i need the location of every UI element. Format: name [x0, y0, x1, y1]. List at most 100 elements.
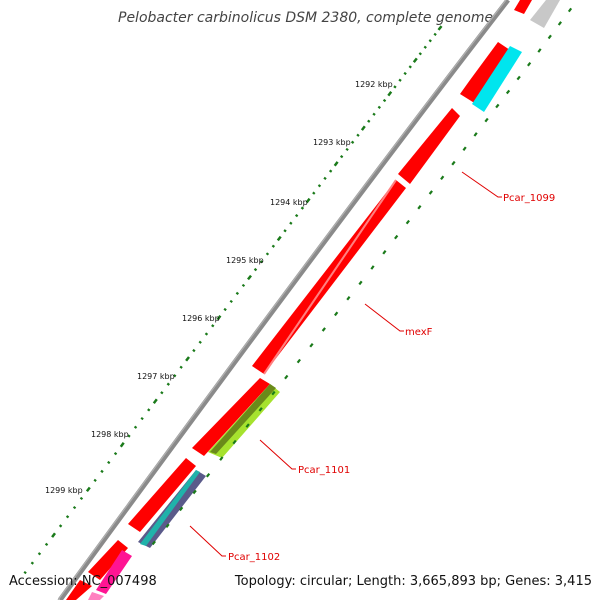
reverse-strand — [88, 0, 560, 600]
scale-tick — [398, 78, 402, 82]
scale-tick — [346, 296, 351, 301]
scale-tick — [294, 213, 299, 218]
scale-tick — [284, 374, 289, 380]
scale-tick — [300, 206, 305, 210]
scale-tick — [265, 252, 270, 256]
gene-label: Pcar_1099 — [503, 193, 555, 204]
scale-tick — [85, 486, 91, 493]
scale-tick — [79, 496, 84, 501]
scale-tick — [51, 532, 57, 538]
genome-summary: Topology: circular; Length: 3,665,893 bp… — [234, 574, 592, 589]
scale-tick — [119, 442, 125, 448]
scale-tick — [198, 340, 202, 344]
scale-tick — [216, 314, 222, 321]
scale-tick — [296, 358, 301, 364]
scale-tick — [133, 425, 138, 429]
scale-tick — [333, 161, 339, 167]
scale-tick — [258, 407, 263, 412]
scale-tick — [37, 552, 42, 556]
scale-tick — [309, 343, 314, 348]
gene-arrow — [398, 108, 460, 184]
scale-tick — [245, 423, 250, 428]
scale-tick — [334, 311, 339, 317]
scale-tick — [451, 160, 456, 166]
scale-tick — [403, 71, 407, 76]
scale-tick — [107, 460, 111, 465]
scale-tick — [305, 197, 311, 204]
gene-arrow-grey — [530, 0, 560, 28]
scale-tick — [113, 451, 118, 456]
accession-text: Accession: NC_007498 — [9, 574, 157, 589]
gene-arrow — [88, 540, 128, 580]
scale-tick — [211, 324, 215, 328]
scale-tick — [567, 7, 573, 13]
leader-lines — [189, 171, 502, 557]
kbp-label: 1295 kbp — [226, 256, 264, 265]
scale-tick — [65, 515, 70, 519]
scale-tick — [350, 140, 355, 144]
scale-tick — [323, 176, 327, 181]
gene-arrow — [128, 458, 196, 532]
scale-tick — [321, 327, 326, 332]
kbp-label: 1299 kbp — [45, 486, 83, 495]
kbp-label: 1296 kbp — [182, 314, 220, 323]
forward-strand — [66, 0, 532, 600]
scale-tick — [289, 221, 293, 225]
leader-line — [364, 303, 404, 332]
scale-tick — [387, 91, 393, 97]
scale-tick — [235, 291, 240, 296]
scale-tick — [271, 390, 276, 396]
scale-tick — [382, 98, 387, 103]
scale-tick — [152, 398, 158, 404]
scale-tick — [505, 89, 511, 95]
scale-tick — [405, 219, 410, 225]
scale-tick — [179, 365, 183, 369]
gene-arrow-magenta — [96, 550, 132, 594]
scale-tick — [160, 391, 164, 395]
scale-tick — [241, 283, 246, 288]
outer-tick-ring — [23, 25, 443, 575]
scale-tick — [192, 489, 197, 495]
scale-tick — [127, 434, 131, 438]
scale-tick — [166, 382, 170, 386]
scale-tick — [372, 112, 376, 116]
kbp-scale: 1292 kbp 1293 kbp 1294 kbp 1295 kbp 1296… — [45, 80, 393, 495]
scale-tick — [516, 75, 521, 81]
scale-tick — [259, 260, 264, 264]
scale-tick — [473, 132, 478, 137]
scale-tick — [205, 473, 211, 478]
scale-tick — [537, 48, 542, 53]
gene-arrow-cyan — [472, 46, 522, 112]
map-title: Pelobacter carbinolicus DSM 2380, comple… — [118, 10, 494, 26]
scale-tick — [229, 299, 233, 304]
kbp-label: 1293 kbp — [313, 138, 351, 147]
scale-tick — [418, 52, 422, 56]
leader-line — [461, 171, 502, 198]
scale-tick — [328, 169, 333, 173]
scale-tick — [339, 154, 344, 159]
gene-arrow — [460, 42, 510, 104]
scale-tick — [312, 191, 316, 195]
scale-tick — [433, 32, 437, 36]
gene-arrow — [66, 580, 92, 600]
genome-backbone — [57, 0, 510, 600]
scale-tick — [247, 274, 252, 281]
scale-tick — [417, 205, 422, 210]
scale-tick — [428, 39, 432, 43]
gene-label: Pcar_1101 — [298, 465, 350, 476]
gene-labels: Pcar_1099 mexF Pcar_1101 Pcar_1102 — [228, 193, 555, 563]
inner-tick-ring — [151, 7, 573, 546]
scale-tick — [100, 469, 104, 474]
kbp-label: 1294 kbp — [270, 198, 308, 207]
scale-tick — [185, 356, 190, 362]
kbp-label: 1298 kbp — [91, 430, 129, 439]
scale-tick — [408, 65, 412, 69]
kbp-label: 1292 kbp — [355, 80, 393, 89]
scale-tick — [358, 280, 363, 286]
scale-tick — [370, 265, 375, 270]
scale-tick — [356, 133, 360, 137]
scale-tick — [30, 561, 35, 565]
scale-tick — [423, 45, 427, 49]
scale-tick — [440, 175, 445, 181]
kbp-label: 1297 kbp — [137, 372, 175, 381]
